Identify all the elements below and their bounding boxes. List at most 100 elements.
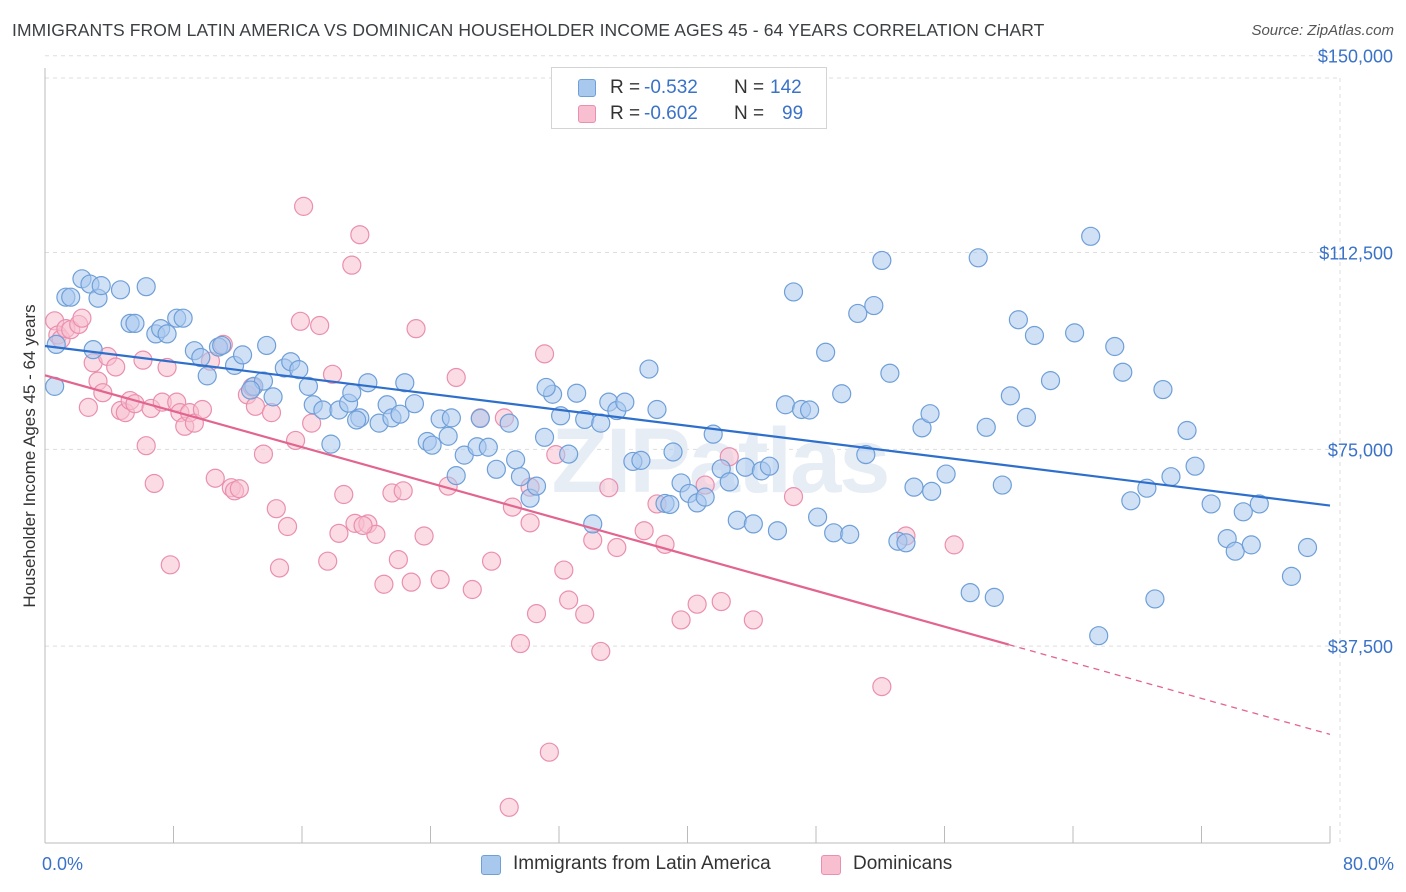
point-immigrants xyxy=(1185,456,1205,476)
point-dominicans xyxy=(539,742,559,762)
point-immigrants xyxy=(1153,379,1173,400)
point-immigrants xyxy=(922,481,942,501)
point-dominicans xyxy=(157,357,177,378)
point-dominicans xyxy=(266,499,286,519)
point-immigrants xyxy=(422,435,442,455)
point-immigrants xyxy=(157,324,177,344)
point-immigrants xyxy=(968,248,988,268)
point-immigrants xyxy=(358,373,378,393)
point-immigrants xyxy=(536,377,556,398)
point-immigrants xyxy=(1024,325,1045,346)
point-dominicans xyxy=(269,558,290,578)
point-immigrants xyxy=(647,399,667,420)
point-immigrants xyxy=(976,417,996,437)
point-immigrants xyxy=(125,313,145,334)
point-immigrants xyxy=(695,487,715,507)
legend-swatch-blue xyxy=(578,79,596,97)
point-dominicans xyxy=(510,633,531,654)
legend-swatch-pink xyxy=(578,105,596,123)
point-immigrants xyxy=(1161,467,1181,487)
point-immigrants xyxy=(241,380,261,400)
point-immigrants xyxy=(856,445,876,465)
point-dominicans xyxy=(374,574,394,594)
series-immigrants-latin-america xyxy=(45,226,1318,646)
point-immigrants xyxy=(799,400,820,420)
point-dominicans xyxy=(393,481,413,501)
legend-row-immigrants: R = -0.532 N = 142 xyxy=(552,75,826,101)
point-immigrants xyxy=(83,340,103,360)
point-immigrants xyxy=(1297,537,1318,558)
r-label: R = xyxy=(610,103,641,124)
point-immigrants xyxy=(1105,336,1125,357)
point-immigrants xyxy=(191,347,211,368)
point-immigrants xyxy=(832,384,852,404)
legend-row-dominicans: R = -0.602 N = 99 xyxy=(552,101,826,127)
point-dominicans xyxy=(245,396,266,416)
point-immigrants xyxy=(583,514,603,534)
point-dominicans xyxy=(353,515,373,536)
x-tick-label-min: 0.0% xyxy=(42,854,83,874)
point-immigrants xyxy=(848,303,868,324)
source-label: Source: ZipAtlas.com xyxy=(1251,22,1394,39)
point-dominicans xyxy=(72,308,92,328)
point-immigrants xyxy=(864,295,884,316)
point-dominicans xyxy=(711,591,731,612)
point-dominicans xyxy=(583,530,603,550)
point-immigrants xyxy=(880,363,900,383)
point-dominicans xyxy=(430,569,450,590)
n-label: N = xyxy=(734,77,765,98)
point-dominicans xyxy=(520,513,540,533)
point-dominicans xyxy=(743,610,763,630)
point-immigrants xyxy=(298,376,319,396)
point-immigrants xyxy=(470,408,490,429)
point-immigrants xyxy=(173,308,193,328)
point-immigrants xyxy=(992,475,1012,495)
point-immigrants xyxy=(1177,420,1197,441)
point-dominicans xyxy=(229,479,249,499)
point-immigrants xyxy=(631,450,651,470)
point-dominicans xyxy=(290,311,310,331)
point-immigrants xyxy=(510,467,531,487)
point-immigrants xyxy=(499,413,519,433)
point-dominicans xyxy=(125,394,145,414)
point-dominicans xyxy=(136,436,156,456)
point-dominicans xyxy=(294,196,314,216)
point-dominicans xyxy=(446,367,466,388)
y-axis-label: Householder Income Ages 45 - 64 years xyxy=(20,304,39,607)
point-immigrants xyxy=(719,472,739,492)
trend-line-immigrants xyxy=(44,344,1331,507)
point-immigrants xyxy=(91,276,111,296)
point-immigrants xyxy=(960,583,980,603)
point-immigrants xyxy=(660,494,680,515)
point-immigrants xyxy=(727,510,747,530)
point-immigrants xyxy=(534,427,555,447)
point-immigrants xyxy=(478,437,498,457)
point-immigrants xyxy=(263,387,283,407)
point-immigrants xyxy=(1081,226,1101,246)
point-immigrants xyxy=(526,476,547,496)
point-dominicans xyxy=(318,551,338,571)
point-dominicans xyxy=(334,484,354,505)
point-dominicans xyxy=(329,523,349,543)
point-dominicans xyxy=(310,315,330,336)
point-immigrants xyxy=(816,342,836,362)
point-immigrants xyxy=(824,523,844,543)
r-value: -0.532 xyxy=(644,77,698,98)
point-immigrants xyxy=(1121,491,1141,511)
point-immigrants xyxy=(840,524,860,544)
point-immigrants xyxy=(1000,386,1020,406)
point-immigrants xyxy=(936,464,956,484)
trend-line-dominicans-extension xyxy=(1008,643,1331,735)
legend-swatch-pink xyxy=(821,855,841,875)
legend-label-immigrants: Immigrants from Latin America xyxy=(513,853,771,874)
point-immigrants xyxy=(197,366,217,386)
point-immigrants xyxy=(390,404,410,424)
point-dominicans xyxy=(406,319,426,339)
point-dominicans xyxy=(783,487,804,507)
point-dominicans xyxy=(160,555,180,575)
n-label: N = xyxy=(734,103,765,124)
point-dominicans xyxy=(277,516,298,537)
point-immigrants xyxy=(1281,566,1302,586)
point-dominicans xyxy=(499,797,519,817)
